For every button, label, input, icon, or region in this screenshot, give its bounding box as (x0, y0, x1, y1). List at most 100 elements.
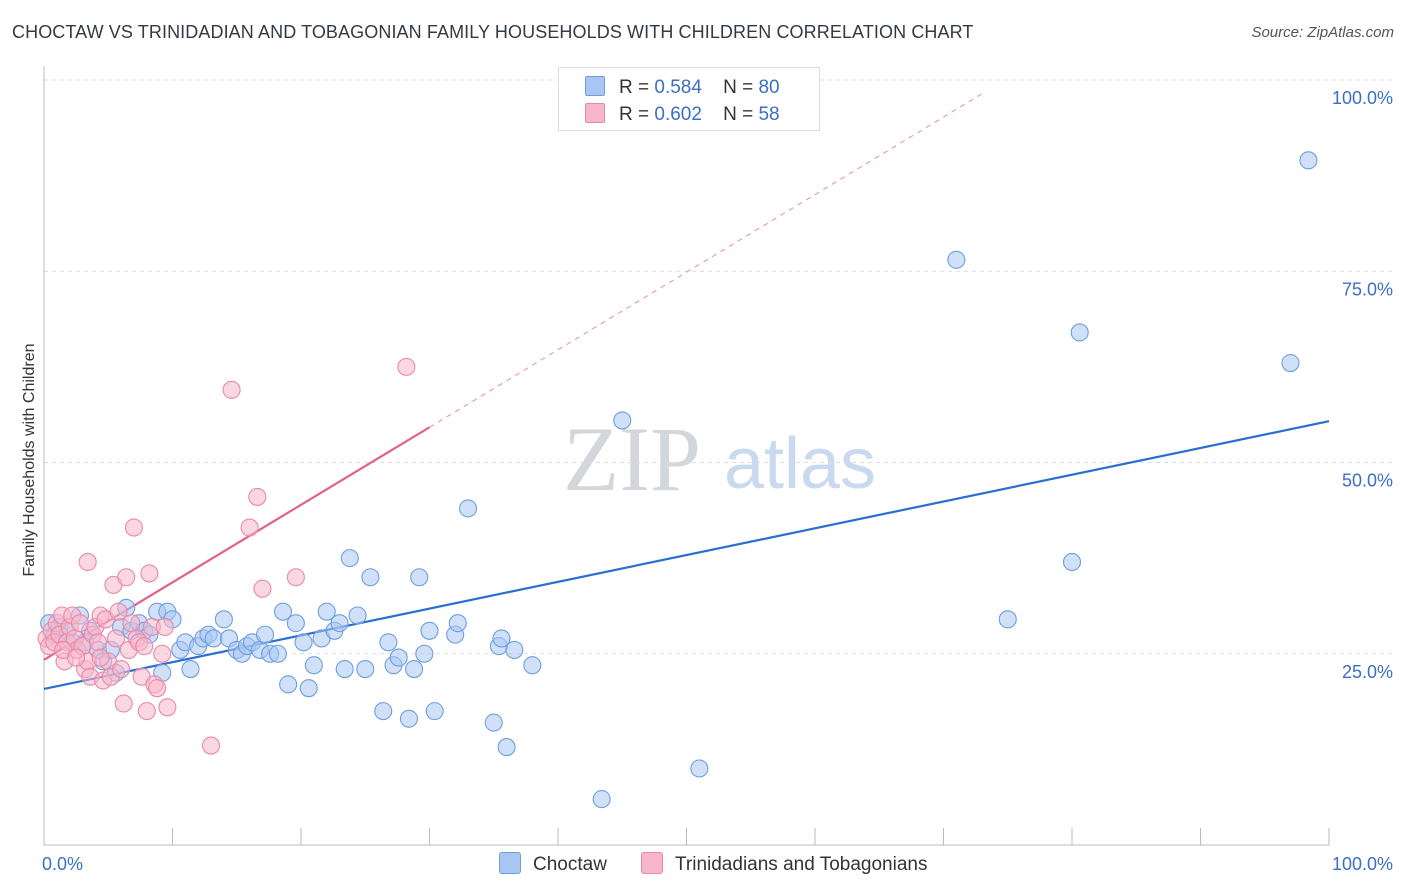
point-choctaw (379, 633, 398, 652)
point-choctaw (348, 606, 367, 625)
legend-row-choctaw: R = 0.584 N = 80 (585, 76, 780, 100)
point-trinidadian (397, 357, 416, 376)
point-choctaw (286, 614, 305, 633)
point-choctaw (361, 568, 380, 587)
point-trinidadian (248, 487, 267, 506)
y-tick-label: 75.0% (1342, 279, 1393, 299)
point-trinidadian (112, 659, 131, 679)
y-tick-label: 100.0% (1332, 88, 1393, 108)
point-trinidadian (137, 702, 156, 721)
watermark: ZIP atlas (563, 408, 876, 510)
point-choctaw (181, 659, 200, 679)
point-trinidadian (78, 552, 97, 572)
point-choctaw (415, 644, 434, 663)
point-choctaw (279, 675, 298, 694)
point-choctaw (1281, 353, 1300, 373)
point-choctaw (505, 640, 524, 659)
legend-n-value-trinidadian: 58 (758, 104, 780, 125)
point-choctaw (492, 629, 511, 648)
point-choctaw (1062, 552, 1082, 572)
trend-extension-trinidadian (429, 91, 985, 428)
axes (43, 66, 1330, 846)
point-choctaw (458, 499, 478, 518)
point-choctaw (425, 702, 444, 721)
point-choctaw (294, 633, 313, 652)
data-points (37, 151, 1318, 809)
legend-n-label: N = (723, 104, 754, 125)
legend-swatch-trinidadian (585, 103, 605, 123)
point-choctaw (399, 709, 418, 728)
point-trinidadian (253, 579, 272, 598)
point-choctaw (299, 679, 318, 698)
point-choctaw (420, 621, 439, 640)
point-trinidadian (240, 518, 259, 537)
point-choctaw (273, 602, 293, 621)
point-choctaw (255, 625, 275, 644)
point-trinidadian (91, 648, 110, 667)
y-tick-label: 25.0% (1342, 662, 1393, 682)
point-choctaw (335, 659, 354, 679)
point-choctaw (484, 713, 503, 732)
watermark-atlas: atlas (724, 424, 876, 504)
bottom-legend-label-choctaw: Choctaw (533, 854, 607, 875)
point-trinidadian (67, 648, 86, 667)
point-choctaw (947, 250, 966, 269)
point-choctaw (317, 602, 336, 621)
legend-swatch-choctaw (585, 76, 605, 96)
source-label: Source: ZipAtlas.com (1251, 24, 1394, 41)
point-choctaw (204, 629, 223, 648)
point-trinidadian (114, 694, 133, 713)
tick-labels: 25.0% 50.0% 75.0% 100.0% 0.0% 100.0% (42, 88, 1393, 874)
point-choctaw (214, 610, 233, 629)
legend-row-trinidadian: R = 0.602 N = 58 (585, 103, 780, 127)
point-choctaw (356, 659, 375, 679)
y-axis-label: Family Households with Children (21, 343, 38, 577)
point-trinidadian (222, 380, 241, 399)
watermark-zip: ZIP (563, 408, 701, 510)
point-trinidadian (286, 568, 305, 587)
point-choctaw (613, 411, 632, 430)
point-choctaw (1299, 151, 1318, 170)
bottom-legend-choctaw: Choctaw (499, 852, 607, 876)
legend-r-value-choctaw: 0.584 (654, 77, 702, 98)
point-trinidadian (158, 698, 177, 717)
point-choctaw (374, 702, 393, 721)
point-trinidadian (155, 617, 174, 637)
point-choctaw (497, 738, 516, 757)
chart-title: CHOCTAW VS TRINIDADIAN AND TOBAGONIAN FA… (12, 22, 974, 42)
point-choctaw (389, 648, 408, 667)
point-choctaw (410, 568, 429, 587)
point-choctaw (592, 790, 611, 809)
point-choctaw (690, 759, 709, 778)
y-tick-label: 50.0% (1342, 471, 1393, 491)
point-choctaw (998, 610, 1017, 629)
point-trinidadian (124, 518, 143, 537)
point-trinidadian (109, 602, 128, 621)
point-trinidadian (140, 564, 159, 583)
point-choctaw (304, 656, 323, 675)
point-trinidadian (148, 679, 167, 698)
bottom-legend-trinidadian: Trinidadians and Tobagonians (641, 852, 927, 876)
point-trinidadian (153, 644, 172, 663)
x-tick-label-max: 100.0% (1332, 854, 1393, 874)
point-choctaw (405, 659, 424, 679)
point-choctaw (1070, 323, 1089, 342)
legend-r-value-trinidadian: 0.602 (654, 104, 702, 125)
point-trinidadian (122, 614, 141, 633)
bottom-legend-label-trinidadian: Trinidadians and Tobagonians (675, 854, 928, 875)
point-choctaw (523, 656, 542, 675)
point-choctaw (340, 549, 359, 568)
gridlines (44, 79, 1392, 655)
point-trinidadian (135, 637, 154, 656)
point-choctaw (268, 644, 287, 663)
x-tick-label-min: 0.0% (42, 854, 83, 874)
point-choctaw (330, 614, 349, 633)
legend-box: R = 0.584 N = 80 R = 0.602 N = 58 (558, 67, 820, 131)
legend-n-label: N = (723, 77, 754, 98)
point-trinidadian (88, 633, 108, 652)
point-trinidadian (117, 568, 136, 587)
bottom-legend-swatch-trinidadian (641, 852, 663, 874)
point-trinidadian (202, 736, 221, 755)
point-trinidadian (106, 629, 126, 648)
